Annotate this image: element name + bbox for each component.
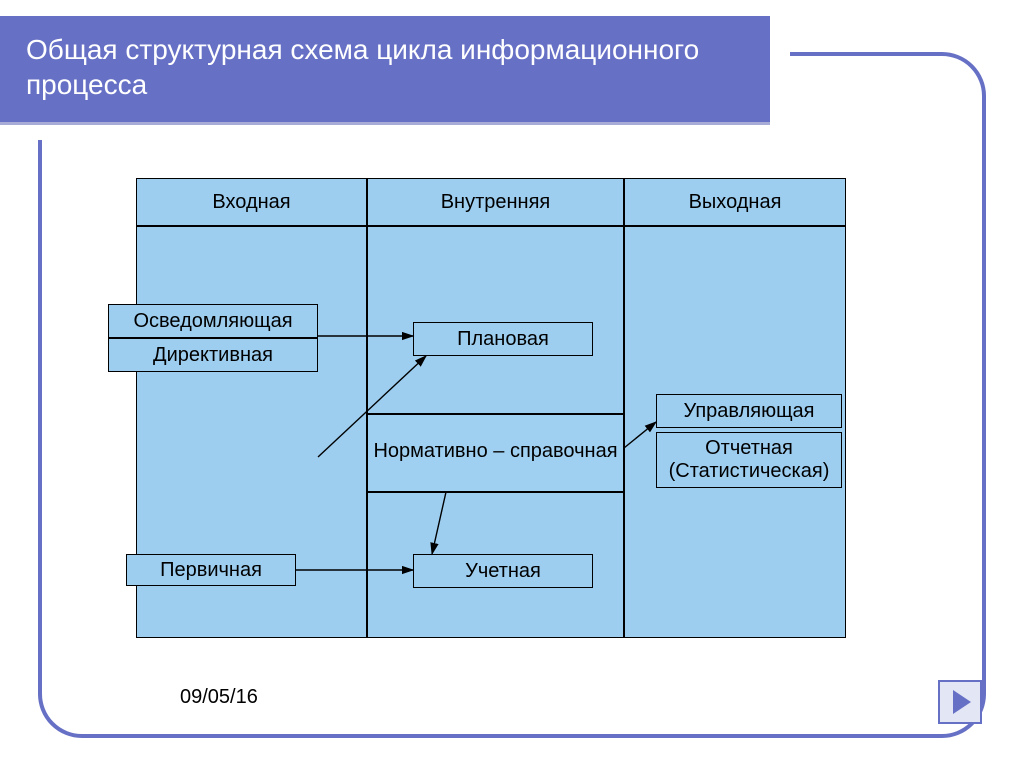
node-plan: Плановая [413, 322, 593, 356]
col-header-out-label: Выходная [689, 191, 782, 214]
node-osved-label: Осведомляющая [133, 310, 292, 333]
node-uchet-label: Учетная [465, 560, 541, 583]
slide-date-text: 09/05/16 [180, 686, 258, 708]
node-uprav: Управляющая [656, 394, 842, 428]
node-uchet: Учетная [413, 554, 593, 588]
node-plan-label: Плановая [457, 328, 549, 351]
slide-title-text: Общая структурная схема цикла информацио… [26, 34, 699, 100]
slide: Общая структурная схема цикла информацио… [0, 0, 1024, 768]
node-perv: Первичная [126, 554, 296, 586]
node-osved: Осведомляющая [108, 304, 318, 338]
node-uprav-label: Управляющая [684, 400, 815, 423]
diagram: Входная Внутренняя Выходная Нормативно –… [136, 178, 846, 638]
node-otchet: Отчетная (Статистическая) [656, 432, 842, 488]
mid-label-text: Нормативно – справочная [373, 440, 617, 462]
slide-title: Общая структурная схема цикла информацио… [0, 16, 770, 124]
node-direk-label: Директивная [153, 344, 273, 367]
col-header-in: Входная [136, 178, 367, 226]
next-button[interactable] [938, 680, 982, 724]
col-body-mid-top [367, 226, 624, 414]
col-header-out: Выходная [624, 178, 846, 226]
accent-line [0, 122, 770, 125]
node-perv-label: Первичная [160, 559, 262, 582]
col-header-mid-label: Внутренняя [441, 191, 551, 214]
col-header-in-label: Входная [212, 191, 290, 214]
col-header-mid: Внутренняя [367, 178, 624, 226]
chevron-right-icon [953, 690, 971, 714]
node-direk: Директивная [108, 338, 318, 372]
node-otchet-label: Отчетная (Статистическая) [657, 437, 841, 483]
slide-date: 09/05/16 [180, 686, 258, 709]
mid-label: Нормативно – справочная [367, 440, 624, 463]
